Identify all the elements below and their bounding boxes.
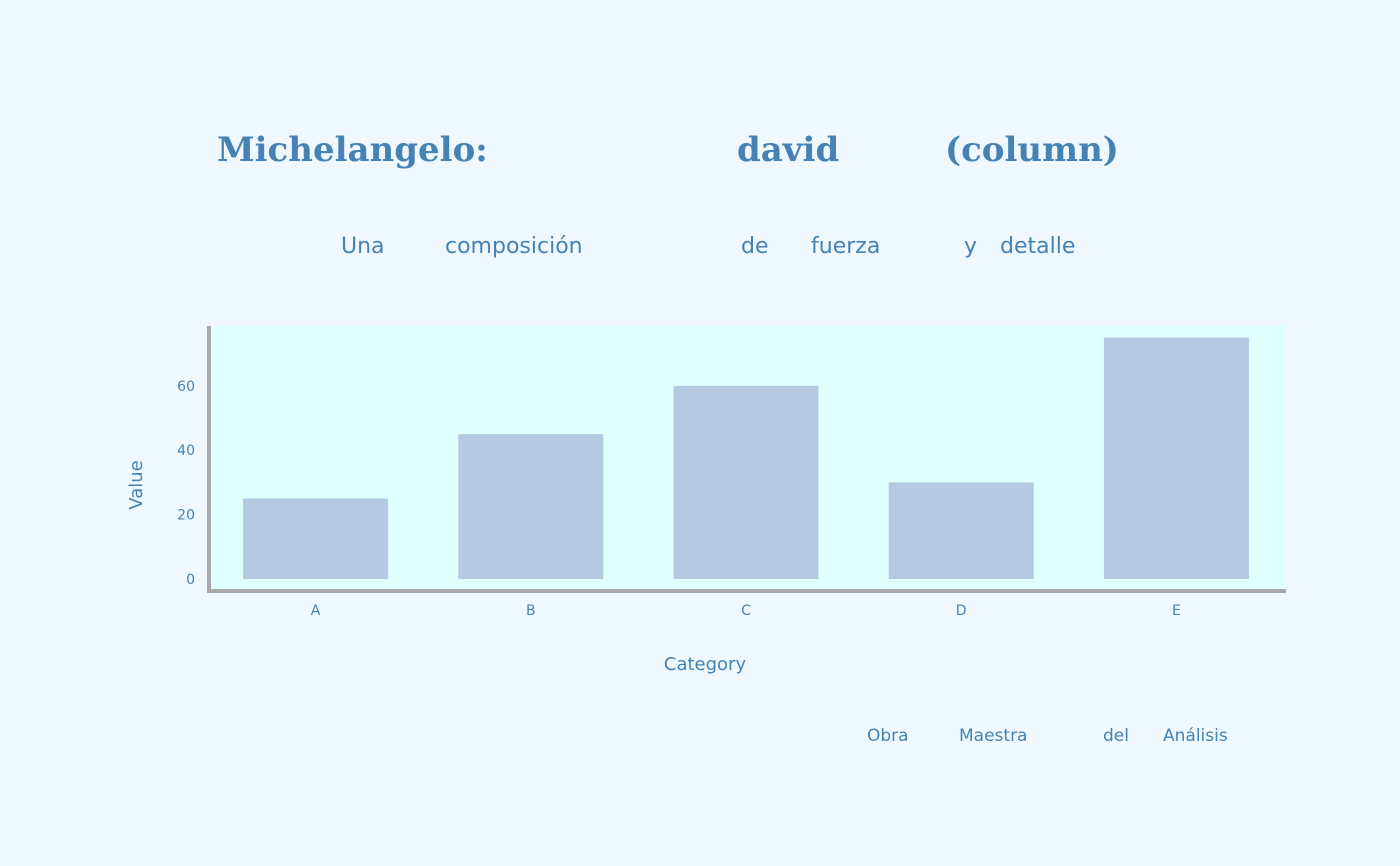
y-tick-label: 40 (177, 443, 195, 459)
subtitle-word: y (964, 234, 978, 259)
y-axis-title: Value (126, 460, 147, 509)
title-word: Michelangelo: (217, 130, 488, 170)
x-tick-label: A (311, 603, 321, 619)
x-tick-label: D (956, 603, 967, 619)
bar-e (1103, 337, 1249, 579)
y-tick-label: 0 (186, 572, 195, 588)
chart-footer: Obra Maestra del Análisis (866, 726, 1246, 750)
bar-b (458, 434, 604, 579)
subtitle-word: fuerza (811, 234, 881, 259)
y-tick-label: 20 (177, 508, 195, 524)
footer-word: del (1103, 726, 1129, 746)
footer-word: Análisis (1163, 726, 1228, 746)
bar-c (673, 385, 819, 579)
subtitle-word: composición (445, 234, 583, 259)
footer-word: Maestra (959, 726, 1028, 746)
x-axis-title: Category (664, 654, 747, 675)
title-word: (column) (945, 130, 1119, 170)
title-word: david (737, 130, 840, 170)
bar-d (888, 482, 1034, 579)
x-tick-label: B (526, 603, 536, 619)
subtitle-word: de (741, 234, 769, 259)
chart-title: Michelangelo: david (column) (217, 130, 1119, 180)
chart-subtitle: Una composición de fuerza y detalle (340, 234, 1100, 264)
subtitle-word: Una (341, 234, 385, 259)
footer-word: Obra (867, 726, 909, 746)
x-tick-label: C (741, 603, 751, 619)
y-tick-label: 60 (177, 379, 195, 395)
x-tick-label: E (1172, 603, 1181, 619)
subtitle-word: detalle (1000, 234, 1076, 259)
bar-a (243, 498, 389, 579)
